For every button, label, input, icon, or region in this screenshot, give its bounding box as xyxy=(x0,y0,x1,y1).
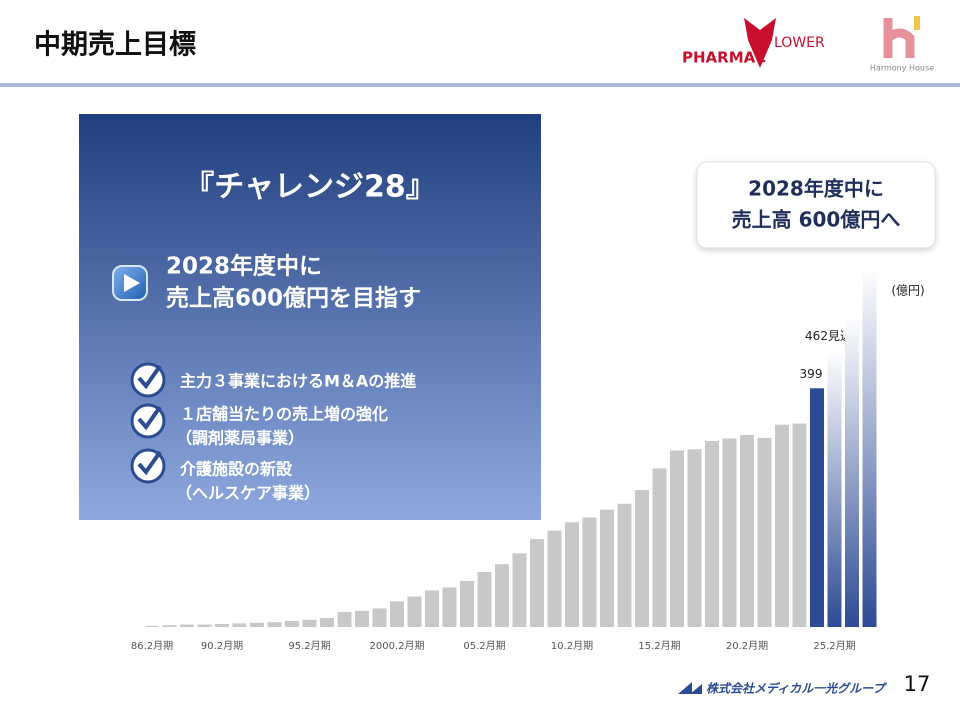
bar xyxy=(705,440,719,627)
item-line: 主力３事業におけるM＆Aの推進 xyxy=(180,372,416,391)
bar xyxy=(775,424,789,627)
item-line: １店舗当たりの売上増の強化 xyxy=(180,405,388,424)
page-number: 17 xyxy=(904,672,931,696)
bar xyxy=(565,522,579,627)
bar xyxy=(635,489,649,627)
unit-label: (億円) xyxy=(891,284,924,298)
bar xyxy=(407,596,422,627)
x-tick-label: 10.2月期 xyxy=(551,640,593,652)
chart: 86.2月期 90.2月期 95.2月期 2000.2月期 05.2月期 10.2月期 15… xyxy=(131,268,877,652)
callout-line: 2028年度中に xyxy=(748,177,884,201)
bar xyxy=(390,601,404,627)
footer-logo-mark xyxy=(678,682,702,694)
check-icon xyxy=(137,405,162,431)
bar xyxy=(320,618,334,627)
bar xyxy=(425,590,439,627)
bar xyxy=(687,449,702,627)
bar xyxy=(372,608,387,627)
goal-line: 2028年度中に xyxy=(166,253,322,280)
bar xyxy=(495,564,509,627)
item-line: （調剤薬局事業） xyxy=(176,429,304,448)
bar xyxy=(267,622,282,627)
bar xyxy=(757,437,772,627)
x-tick-label: 05.2月期 xyxy=(463,640,505,652)
bar xyxy=(845,316,859,627)
x-tick-label: 95.2月期 xyxy=(288,640,330,652)
bar xyxy=(442,587,457,627)
bar xyxy=(162,625,177,627)
bar xyxy=(530,539,544,627)
bar xyxy=(792,423,807,627)
check-icons xyxy=(130,362,166,484)
bar xyxy=(250,622,264,627)
data-label: 462見込 xyxy=(805,329,852,343)
callout-line: 売上高 600億円へ xyxy=(732,208,901,232)
logo-text: PHARMAC xyxy=(682,49,766,67)
x-tick-label: 20.2月期 xyxy=(726,640,768,652)
bar xyxy=(145,625,159,627)
x-tick-label: 2000.2月期 xyxy=(370,640,425,652)
check-icon xyxy=(137,364,162,390)
slide-title: 中期売上目標 xyxy=(34,30,196,61)
bar xyxy=(180,624,194,627)
bar xyxy=(197,624,212,627)
logo-mark xyxy=(883,18,915,58)
bar xyxy=(512,553,527,627)
panel-heading: 『チャレンジ28』 xyxy=(184,170,435,205)
bar xyxy=(547,530,562,627)
footer-company: 株式会社メディカル一光グループ xyxy=(706,682,887,696)
x-tick-label: 90.2月期 xyxy=(201,640,243,652)
x-tick-label: 15.2月期 xyxy=(638,640,680,652)
bar xyxy=(582,517,597,627)
bar xyxy=(355,610,369,627)
logo-mark xyxy=(744,18,776,68)
data-label: 399 xyxy=(800,367,823,381)
bar xyxy=(600,509,614,627)
bar xyxy=(617,503,632,627)
bar xyxy=(827,350,842,627)
x-tick-label: 25.2月期 xyxy=(813,640,855,652)
goal-line: 売上高600億円を目指す xyxy=(166,286,421,312)
item-line: （ヘルスケア事業） xyxy=(176,484,320,503)
callout-box xyxy=(696,161,936,249)
bar xyxy=(670,450,684,627)
header-rule xyxy=(0,83,960,87)
logo-text: LOWER xyxy=(774,35,825,51)
bar xyxy=(652,468,667,627)
bar xyxy=(302,619,317,627)
check-icon xyxy=(137,450,162,476)
bar xyxy=(215,624,229,627)
bar xyxy=(477,571,492,627)
bar xyxy=(285,621,299,627)
bar xyxy=(460,580,474,627)
x-tick-label: 86.2月期 xyxy=(131,640,173,652)
item-line: 介護施設の新設 xyxy=(180,460,293,479)
bar xyxy=(722,438,737,627)
bar xyxy=(740,434,754,627)
bar xyxy=(810,388,824,627)
play-icon xyxy=(124,274,140,292)
logo-text: Harmony House xyxy=(870,64,934,73)
logo-mark xyxy=(914,16,920,30)
bar xyxy=(337,612,352,627)
bar xyxy=(232,623,247,627)
bar xyxy=(862,268,877,627)
